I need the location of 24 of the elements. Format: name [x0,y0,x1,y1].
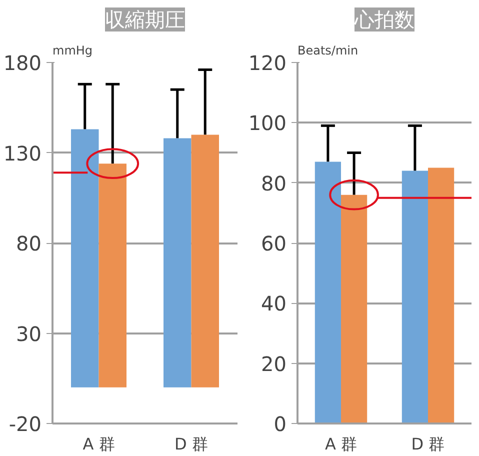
bar [402,170,428,424]
bar [341,194,368,424]
y-tick-label: 180 [3,51,42,75]
y-tick-label: 40 [261,292,287,316]
y-tick-label: 0 [274,412,287,436]
chart-title: 心拍数 [354,8,414,32]
x-tick-label: D 群 [411,434,445,454]
y-tick-label: 100 [248,111,287,136]
y-tick-label: -20 [8,412,42,436]
y-axis-title: Beats/min [298,44,358,58]
bar [314,162,341,424]
bar [428,168,454,424]
chart-title: 収縮期圧 [105,8,185,32]
y-tick-label: 30 [16,322,42,346]
y-tick-label: 20 [261,352,287,376]
x-tick-label: A 群 [82,434,115,454]
x-tick-label: A 群 [324,434,358,454]
y-tick-label: 120 [248,51,287,75]
y-axis-title: mmHg [52,44,93,58]
y-tick-label: 80 [261,171,287,196]
y-tick-label: 80 [16,232,42,256]
x-tick-label: D 群 [174,434,208,454]
y-tick-label: 130 [3,141,42,166]
y-tick-label: 60 [261,232,287,256]
